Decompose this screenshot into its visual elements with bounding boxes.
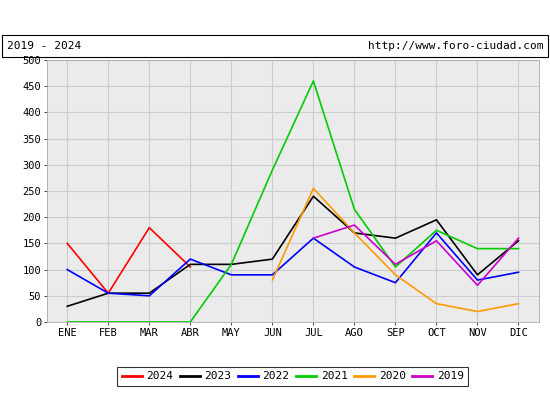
Text: 2019 - 2024: 2019 - 2024 xyxy=(7,41,81,51)
Text: Evolucion Nº Turistas Nacionales en el municipio de Pineda de Gigüela: Evolucion Nº Turistas Nacionales en el m… xyxy=(54,10,496,24)
Text: http://www.foro-ciudad.com: http://www.foro-ciudad.com xyxy=(368,41,543,51)
Legend: 2024, 2023, 2022, 2021, 2020, 2019: 2024, 2023, 2022, 2021, 2020, 2019 xyxy=(118,367,468,386)
